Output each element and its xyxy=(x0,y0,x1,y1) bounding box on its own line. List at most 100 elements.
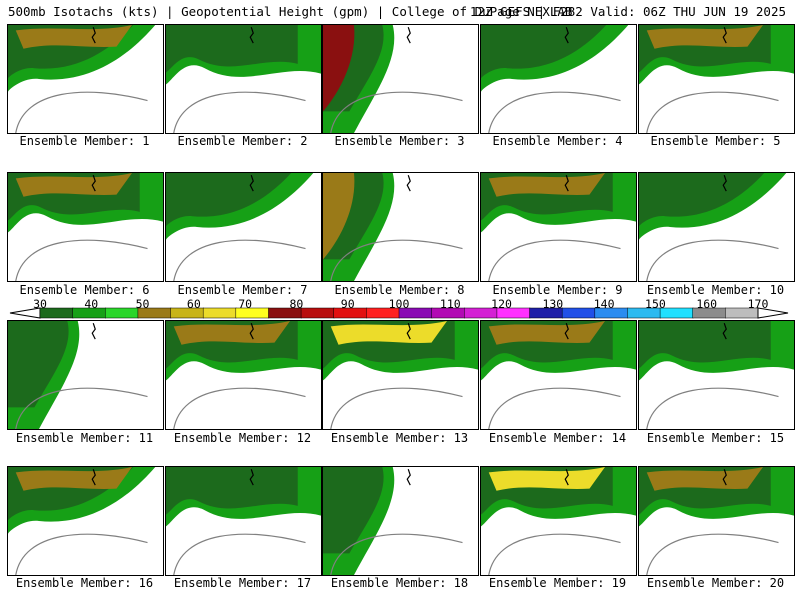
colorbar-tick-label: 170 xyxy=(747,297,769,311)
jet-core xyxy=(488,321,605,345)
isotach-field xyxy=(166,321,321,429)
header-run-info: 12Z GEFS | F282 Valid: 06Z THU JUN 19 20… xyxy=(469,4,786,19)
coastline xyxy=(249,174,254,192)
ensemble-member-label: Ensemble Member: 4 xyxy=(492,134,623,148)
isotach-field xyxy=(481,25,629,133)
colorbar-segment xyxy=(105,307,139,319)
coastline xyxy=(564,322,569,340)
isotach-field xyxy=(639,173,787,281)
ensemble-member-map xyxy=(165,24,322,134)
jet-core xyxy=(323,173,355,260)
coastline xyxy=(722,26,727,44)
isotach-field xyxy=(481,173,636,281)
colorbar-tick-label: 90 xyxy=(340,297,355,311)
ensemble-member-label: Ensemble Member: 6 xyxy=(19,283,150,297)
ensemble-member-label: Ensemble Member: 16 xyxy=(15,576,154,590)
height-contour xyxy=(646,91,779,133)
colorbar-segment xyxy=(561,307,596,319)
ensemble-member-map xyxy=(165,466,322,576)
isotach-field xyxy=(8,173,163,281)
ensemble-member-label: Ensemble Member: 10 xyxy=(646,283,785,297)
ensemble-member-map xyxy=(322,172,479,282)
ensemble-member-label: Ensemble Member: 8 xyxy=(334,283,465,297)
ensemble-member-label: Ensemble Member: 2 xyxy=(177,134,308,148)
height-contour xyxy=(488,533,621,575)
height-contour xyxy=(330,387,463,429)
height-contour xyxy=(173,239,306,281)
isotach-field xyxy=(8,25,156,133)
coastline xyxy=(564,174,569,192)
coastline xyxy=(406,174,411,192)
ensemble-member-label: Ensemble Member: 13 xyxy=(330,431,469,445)
height-contour xyxy=(488,91,621,133)
coastline xyxy=(249,322,254,340)
ensemble-member-map xyxy=(322,24,479,134)
ensemble-member-map xyxy=(480,24,637,134)
ensemble-member-label: Ensemble Member: 17 xyxy=(173,576,312,590)
height-contour xyxy=(330,239,463,281)
height-contour xyxy=(330,91,463,133)
coastline xyxy=(91,174,96,192)
isotach-shade-30 xyxy=(481,25,607,79)
isotach-field xyxy=(639,321,794,429)
colorbar-tick-label: 110 xyxy=(439,297,461,311)
coastline xyxy=(249,468,254,486)
header-title: 500mb Isotachs (kts) | Geopotential Heig… xyxy=(8,4,573,19)
colorbar-tick-label: 160 xyxy=(696,297,718,311)
jet-core xyxy=(323,25,355,112)
colorbar-segment xyxy=(300,307,335,319)
ensemble-member-label: Ensemble Member: 9 xyxy=(492,283,623,297)
isotach-shade-30 xyxy=(166,25,298,73)
isotach-field xyxy=(323,467,463,575)
ensemble-member-map xyxy=(7,24,164,134)
colorbar-tick-label: 80 xyxy=(289,297,304,311)
coastline xyxy=(91,468,96,486)
ensemble-member-map xyxy=(165,172,322,282)
colorbar-tick-label: 70 xyxy=(238,297,253,311)
coastline xyxy=(722,174,727,192)
ensemble-member-label: Ensemble Member: 12 xyxy=(173,431,312,445)
ensemble-member-map xyxy=(7,466,164,576)
coastline xyxy=(406,468,411,486)
ensemble-member-map xyxy=(7,320,164,430)
height-contour xyxy=(330,533,463,575)
ensemble-member-map xyxy=(322,466,479,576)
ensemble-member-label: Ensemble Member: 14 xyxy=(488,431,627,445)
colorbar-tick-label: 40 xyxy=(84,297,99,311)
isotach-field xyxy=(323,173,463,281)
ensemble-member-label: Ensemble Member: 19 xyxy=(488,576,627,590)
isotach-field xyxy=(323,25,463,133)
colorbar-tick-label: 30 xyxy=(33,297,47,311)
isotach-field xyxy=(166,173,314,281)
isotach-field xyxy=(639,25,794,133)
ensemble-member-label: Ensemble Member: 3 xyxy=(334,134,465,148)
isotach-field xyxy=(166,25,321,133)
coastline xyxy=(564,468,569,486)
height-contour xyxy=(15,239,148,281)
height-contour xyxy=(15,91,148,133)
height-contour xyxy=(488,387,621,429)
colorbar-tick-label: 50 xyxy=(135,297,150,311)
colorbar-max-arrow xyxy=(757,307,789,319)
colorbar xyxy=(9,307,789,319)
isotach-field xyxy=(8,321,148,429)
isotach-shade-30 xyxy=(639,321,771,369)
height-contour xyxy=(15,387,148,429)
coastline xyxy=(91,26,96,44)
jet-core xyxy=(15,173,132,197)
ensemble-member-label: Ensemble Member: 18 xyxy=(330,576,469,590)
ensemble-member-label: Ensemble Member: 7 xyxy=(177,283,308,297)
colorbar-tick-label: 150 xyxy=(645,297,666,311)
ensemble-member-map xyxy=(480,172,637,282)
height-contour xyxy=(173,387,306,429)
height-contour xyxy=(173,91,306,133)
ensemble-member-label: Ensemble Member: 20 xyxy=(646,576,785,590)
jet-core xyxy=(488,173,605,197)
ensemble-member-label: Ensemble Member: 5 xyxy=(650,134,781,148)
isotach-shade-30 xyxy=(166,173,292,227)
isotach-field xyxy=(166,467,321,575)
ensemble-member-label: Ensemble Member: 15 xyxy=(646,431,785,445)
coastline xyxy=(406,322,411,340)
coastline xyxy=(91,322,96,340)
jet-core xyxy=(173,321,290,345)
